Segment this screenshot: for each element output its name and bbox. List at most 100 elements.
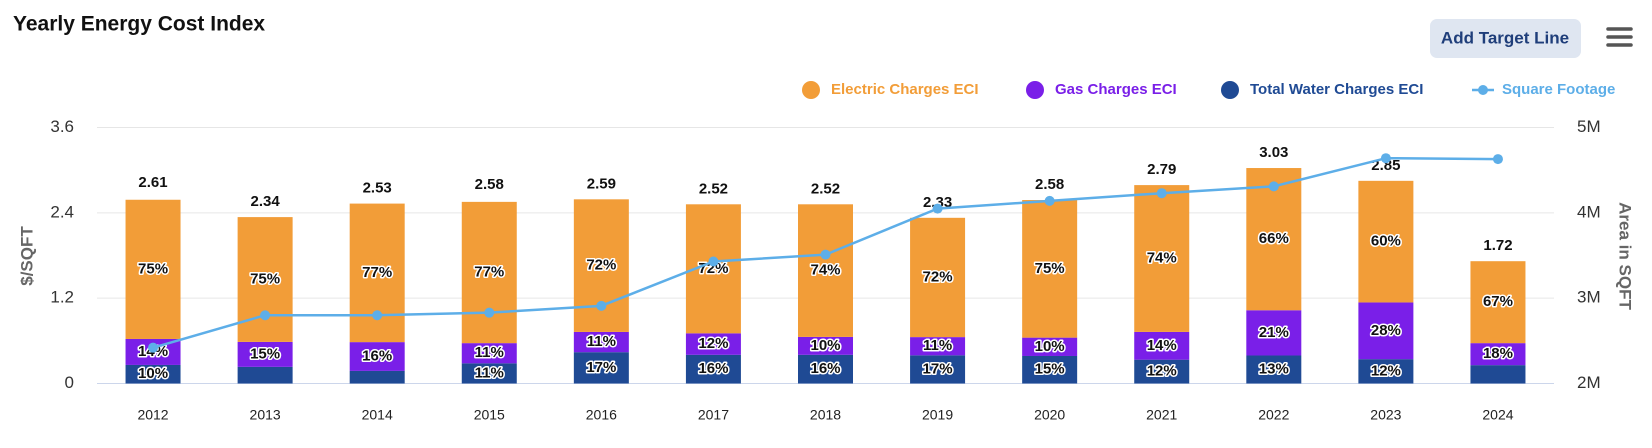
- button-bg[interactable]: [1430, 19, 1581, 58]
- line-marker: [1492, 154, 1503, 165]
- y-tick-label: 0: [65, 373, 74, 392]
- x-tick-label: 2016: [586, 407, 617, 423]
- line-marker: [1156, 188, 1167, 199]
- legend-label[interactable]: Electric Charges ECI: [831, 81, 979, 98]
- y-tick-label: 1.2: [50, 288, 74, 307]
- segment-label: 74%: [810, 262, 840, 279]
- bar-segment: [1470, 365, 1526, 384]
- segment-label: 21%: [1259, 324, 1289, 341]
- x-tick-label: 2015: [474, 407, 505, 423]
- bar-segment: [125, 199, 181, 339]
- bar-segment: [1022, 355, 1078, 384]
- x-tick-label: 2012: [137, 407, 168, 423]
- total-label: 2.58: [475, 176, 504, 193]
- total-label: 2.52: [699, 180, 728, 197]
- bar-segment: [1246, 310, 1302, 356]
- y-tick-label: 3.6: [50, 117, 74, 136]
- total-label: 2.61: [138, 174, 167, 191]
- segment-label: 66%: [1259, 230, 1289, 247]
- segment-label: 12%: [1147, 363, 1177, 380]
- segment-label: 60%: [1371, 233, 1401, 250]
- x-tick-label: 2024: [1482, 407, 1513, 423]
- x-tick-label: 2023: [1370, 407, 1401, 423]
- bar-segment: [1134, 331, 1190, 360]
- bar-segment: [1470, 261, 1526, 344]
- legend-marker[interactable]: [1026, 81, 1044, 99]
- bar-segment: [685, 333, 741, 355]
- y2-tick-label: 5M: [1577, 117, 1601, 136]
- bar-segment: [1022, 337, 1078, 356]
- segment-label: 15%: [1035, 361, 1065, 378]
- bar-segment: [349, 370, 405, 384]
- segment-label: 16%: [698, 360, 728, 377]
- bar-segment: [349, 342, 405, 371]
- segment-label: 11%: [475, 344, 504, 361]
- segment-label: 72%: [923, 268, 953, 285]
- total-label: 2.34: [251, 193, 281, 210]
- line-marker: [708, 256, 719, 267]
- bar-segment: [125, 364, 181, 384]
- bar-segment: [798, 336, 853, 355]
- bar-segment: [1358, 180, 1414, 303]
- x-tick-label: 2018: [810, 407, 841, 423]
- segment-label: 75%: [250, 270, 280, 287]
- bar-segment: [910, 337, 966, 356]
- segment-label: 14%: [1147, 337, 1177, 354]
- x-tick-label: 2021: [1146, 407, 1177, 423]
- legend-marker[interactable]: [802, 81, 820, 99]
- bar-segment: [1246, 168, 1302, 311]
- legend-label[interactable]: Square Footage: [1502, 81, 1615, 98]
- segment-label: 16%: [810, 360, 840, 377]
- line-marker: [1268, 181, 1279, 192]
- x-tick-label: 2020: [1034, 407, 1065, 423]
- segment-label: 72%: [586, 257, 616, 274]
- x-tick-label: 2022: [1258, 407, 1289, 423]
- total-label: 3.03: [1259, 144, 1288, 161]
- segment-label: 10%: [810, 337, 840, 354]
- segment-label: 18%: [1483, 345, 1513, 362]
- segment-label: 16%: [362, 347, 392, 364]
- bar-segment: [461, 363, 517, 384]
- legend-label[interactable]: Gas Charges ECI: [1055, 81, 1177, 98]
- segment-label: 13%: [1259, 360, 1289, 377]
- bar-segment: [685, 354, 741, 384]
- button-label[interactable]: Add Target Line: [1441, 28, 1569, 47]
- bar-segment: [910, 355, 966, 384]
- y-tick-label: 2.4: [50, 202, 74, 221]
- bar-segment: [237, 341, 293, 367]
- legend-label[interactable]: Total Water Charges ECI: [1250, 81, 1423, 98]
- bar-segment: [573, 331, 629, 353]
- bar-segment: [1134, 359, 1190, 384]
- segment-label: 11%: [475, 364, 504, 381]
- bar-segment: [573, 352, 629, 384]
- line-marker: [148, 342, 159, 353]
- legend-marker[interactable]: [1478, 85, 1488, 95]
- menu-button[interactable]: [1606, 27, 1633, 47]
- x-tick-label: 2013: [250, 407, 281, 423]
- legend-marker[interactable]: [1221, 81, 1239, 99]
- bar-segment: [910, 217, 966, 338]
- bar-segment: [798, 354, 853, 384]
- segment-label: 12%: [1371, 362, 1401, 379]
- line-marker: [372, 310, 383, 321]
- total-label: 1.72: [1483, 237, 1512, 254]
- bar-segment: [1134, 185, 1190, 332]
- segment-label: 74%: [1147, 249, 1177, 266]
- segment-label: 15%: [250, 345, 280, 362]
- segment-label: 75%: [138, 260, 168, 277]
- total-label: 2.79: [1147, 161, 1176, 178]
- total-label: 2.53: [363, 180, 392, 197]
- bar-segment: [1358, 302, 1414, 360]
- line-marker: [932, 203, 943, 214]
- add-target-line-button[interactable]: Add Target Line: [1430, 19, 1581, 58]
- segment-label: 10%: [138, 365, 168, 382]
- segment-label: 75%: [1035, 260, 1065, 277]
- y2-tick-label: 3M: [1577, 288, 1601, 307]
- segment-label: 12%: [698, 335, 728, 352]
- line-marker: [260, 310, 271, 321]
- segment-label: 77%: [474, 263, 504, 280]
- bar-segment: [1358, 359, 1414, 384]
- bar-segment: [798, 204, 853, 337]
- y2-tick-label: 2M: [1577, 373, 1601, 392]
